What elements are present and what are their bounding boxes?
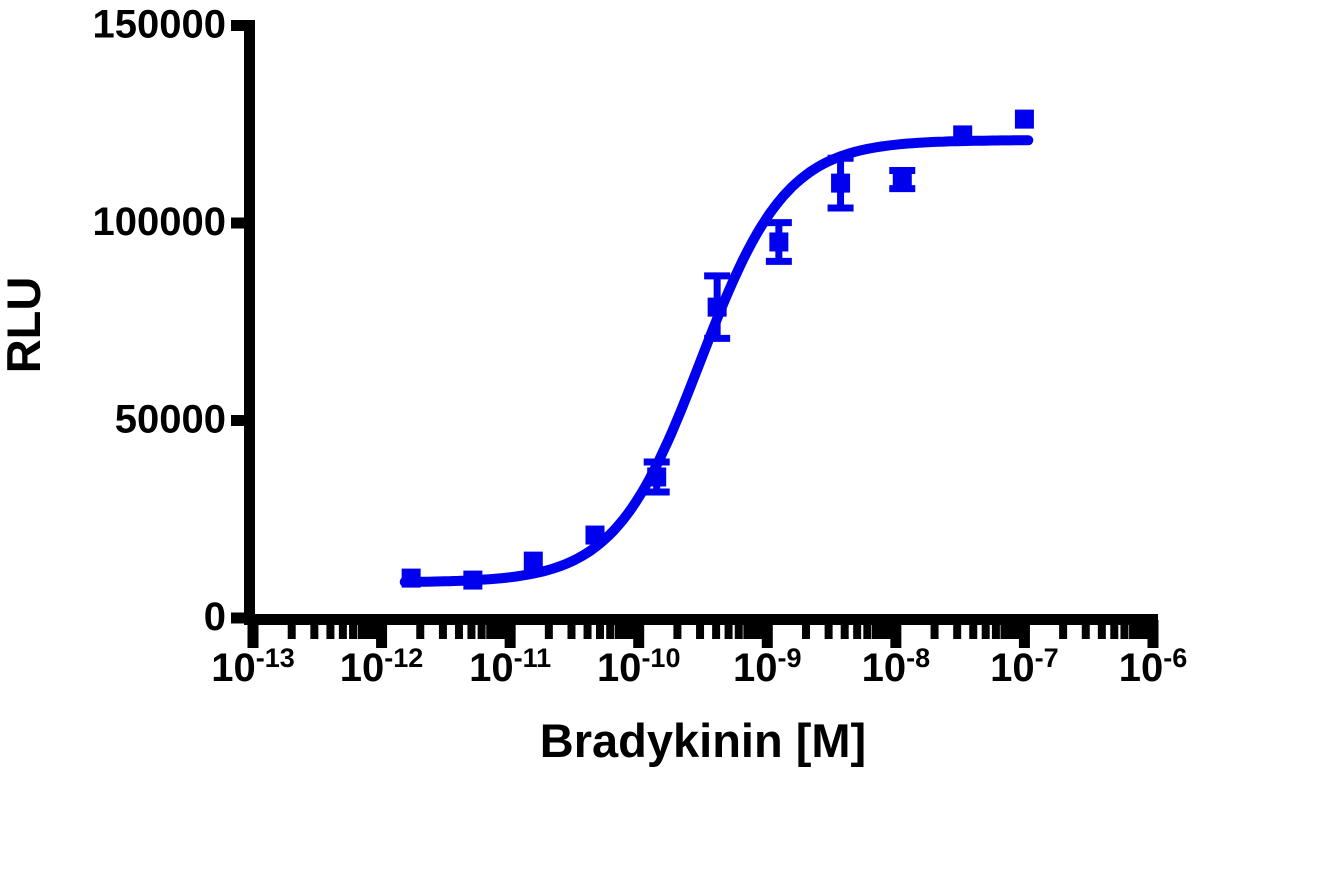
data-point-marker <box>707 297 727 317</box>
x-tick-label: 10-6 <box>1119 643 1188 690</box>
y-tick-label: 150000 <box>93 3 226 47</box>
x-tick-label: 10-12 <box>340 643 424 690</box>
data-point-marker <box>1014 109 1034 129</box>
data-point-marker <box>831 173 851 193</box>
data-point-marker <box>892 170 912 190</box>
x-tick-label: 10-10 <box>597 643 681 690</box>
data-point-marker <box>953 125 973 145</box>
data-point-marker <box>463 570 483 590</box>
fit-curve-layer <box>399 135 1034 587</box>
axes <box>231 20 1159 648</box>
data-point-marker <box>647 467 667 487</box>
x-tick-label: 10-13 <box>211 643 295 690</box>
y-axis-title: RLU <box>0 277 50 374</box>
x-tick-label: 10-11 <box>469 643 551 690</box>
x-tick-label: 10-9 <box>733 643 802 690</box>
tick-labels: 0 50000 100000 150000 10-13 10-12 10-11 10-10 10… <box>93 3 1188 691</box>
data-point-marker <box>769 232 789 252</box>
y-tick-label: 0 <box>204 595 226 639</box>
fit-curve <box>399 135 1034 587</box>
data-point-marker <box>523 551 543 571</box>
y-tick-label: 100000 <box>93 200 226 244</box>
data-point-marker <box>401 568 421 588</box>
data-points-layer <box>401 109 1034 590</box>
y-tick-label: 50000 <box>115 398 226 442</box>
x-tick-label: 10-8 <box>862 643 931 690</box>
x-axis-title: Bradykinin [M] <box>540 714 866 767</box>
x-tick-label: 10-7 <box>990 643 1059 690</box>
data-point-marker <box>585 525 605 545</box>
